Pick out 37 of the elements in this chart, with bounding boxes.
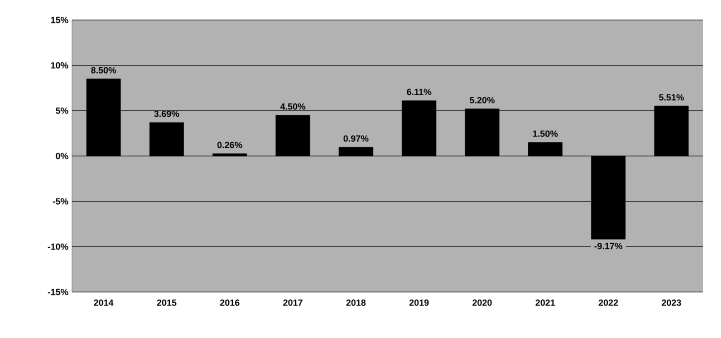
y-tick-label: -10% [48,243,68,250]
x-tick-label: 2022 [598,300,618,306]
data-label: 4.50% [280,103,306,110]
data-label: 0.26% [217,142,242,148]
x-tick-label: 2020 [472,300,492,306]
bar [212,153,247,156]
bar [528,142,562,156]
bar [149,122,184,156]
bar [276,114,310,156]
bar [654,106,689,156]
x-tick-label: 2023 [662,300,682,306]
y-tick-label: 0% [56,152,68,160]
x-tick-label: 2014 [94,300,114,306]
bar [86,78,121,156]
data-label: 0.97% [344,135,368,142]
bar [591,156,626,240]
data-label: -9.17% [594,242,622,250]
y-tick-label: 15% [51,16,68,24]
bar [464,108,500,156]
y-tick-label: -5% [52,198,68,204]
data-label: 5.20% [470,96,495,104]
x-tick-label: 2016 [220,300,240,306]
data-label: 6.11% [406,88,432,96]
bar [402,100,436,156]
x-tick-label: 2015 [156,300,176,306]
data-label: 3.69% [154,110,180,118]
y-tick-label: -15% [48,288,68,296]
x-tick-label: 2019 [409,300,429,306]
data-label: 1.50% [533,130,558,137]
data-label: 5.51% [659,94,684,101]
data-label: 8.50% [91,67,116,74]
x-tick-label: 2017 [283,300,302,306]
bar [338,147,374,156]
x-tick-label: 2018 [346,300,366,306]
y-tick-label: 10% [51,62,68,69]
y-tick-label: 5% [56,108,68,114]
x-tick-label: 2021 [536,300,555,306]
